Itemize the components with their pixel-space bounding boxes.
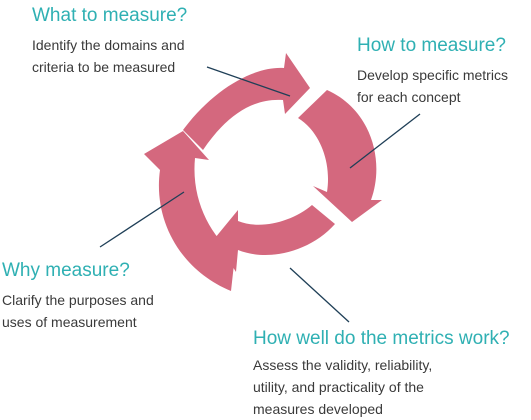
step-description: Clarify the purposes and uses of measure… xyxy=(2,292,154,330)
step-how-to-measure: How to measure? Develop specific metrics… xyxy=(357,34,508,108)
step-description: Identify the domains and criteria to be … xyxy=(32,37,185,75)
step-description: Develop specific metrics for each concep… xyxy=(357,67,508,105)
cycle-arrow-bottom xyxy=(215,205,335,272)
cycle-arrow-top xyxy=(183,53,310,150)
leader-line-well xyxy=(289,267,350,323)
step-heading: What to measure? xyxy=(32,5,188,26)
leader-line-why xyxy=(99,191,185,248)
step-heading: How well do the metrics work? xyxy=(253,328,510,349)
cycle-arrow-left xyxy=(144,131,235,291)
cycle-arrow-right xyxy=(298,90,382,222)
step-what-to-measure: What to measure? Identify the domains an… xyxy=(32,4,187,78)
step-how-well-metrics-work: How well do the metrics work? Assess the… xyxy=(253,327,510,420)
step-heading: How to measure? xyxy=(357,35,506,56)
leader-line-what xyxy=(206,66,291,97)
leader-line-how xyxy=(349,113,421,169)
step-why-measure: Why measure? Clarify the purposes and us… xyxy=(2,259,154,333)
step-heading: Why measure? xyxy=(2,260,130,281)
step-description: Assess the validity, reliability, utilit… xyxy=(253,357,433,417)
